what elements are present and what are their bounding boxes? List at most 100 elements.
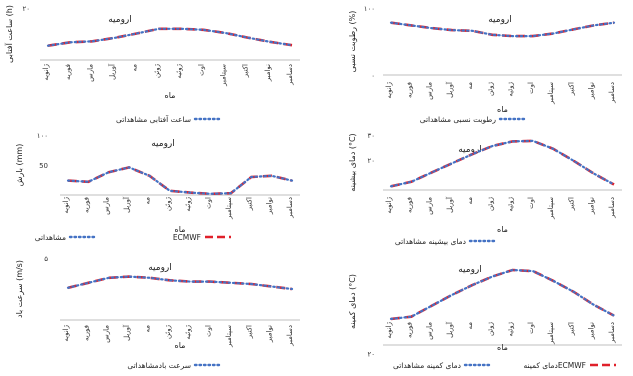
y-axis-label: دمای کمینه (°C) <box>348 274 357 329</box>
x-tick-label: اوت <box>527 197 535 209</box>
x-tick-label: سپتامبر <box>219 64 227 87</box>
y-axis-label: دمای بیشینه (°C) <box>348 133 357 191</box>
x-tick-label: مارس <box>426 322 434 340</box>
chart-panel-3: ارومیه ۳۰ ۲۰ دمای بیشینه (°C) ماه ژانویه فوریه… <box>348 132 622 246</box>
y-tick-label: ۲۰ <box>22 5 30 13</box>
x-tick-label: ژوئیه <box>184 324 192 339</box>
x-tick-label: سپتامبر <box>547 197 555 220</box>
x-tick-label: ژوئن <box>164 196 172 211</box>
x-tick-label: نوامبر <box>588 82 596 100</box>
x-tick-label: ژوئن <box>164 324 172 339</box>
x-tick-label: مه <box>466 82 474 90</box>
legend-label: دمای بیشینه مشاهداتی <box>395 237 466 246</box>
chart-title: ارومیه <box>148 263 172 273</box>
chart-panel-2: ارومیه ۲۰ ساعت آفتابی (h) ماه ژانویه فوریه مار… <box>4 5 300 124</box>
x-tick-label: مارس <box>426 197 434 215</box>
x-tick-label: ژانویه <box>62 324 70 341</box>
x-tick-label: نوامبر <box>588 322 596 340</box>
x-axis-label: ماه <box>175 341 186 350</box>
x-tick-label: مه <box>466 322 474 330</box>
y-axis-label: رطوبت نسبی (%) <box>348 11 357 73</box>
x-tick-label: ژانویه <box>385 81 393 98</box>
x-tick-label: اوت <box>197 64 205 76</box>
legend-label: رطوبت نسبی مشاهداتی <box>420 115 497 124</box>
legend-label: ECMWF <box>173 233 201 242</box>
x-axis-label: ماه <box>175 225 186 234</box>
x-tick-label: سپتامبر <box>547 82 555 105</box>
y-tick-label: ۱۰۰ <box>37 132 48 140</box>
series-line-ecmwf <box>67 275 293 291</box>
x-tick-label: مه <box>143 325 151 333</box>
legend-label: مشاهداتی <box>35 233 66 242</box>
chart-title: ارومیه <box>151 139 175 149</box>
chart-title: ارومیه <box>108 15 132 25</box>
chart-panel-1: ارومیه ۰ ۱۰۰ رطوبت نسبی (%) ماه ژانویه فوریه ما… <box>348 5 622 124</box>
x-axis-label: ماه <box>165 91 176 100</box>
y-tick-label: ۲۰ <box>367 351 375 359</box>
series-line-observed <box>389 268 616 320</box>
x-tick-label: ژوئیه <box>175 63 183 78</box>
series-line-observed <box>66 166 294 195</box>
series-line-observed <box>46 27 294 47</box>
x-axis-label: ماه <box>497 105 508 114</box>
y-tick-label: ۵ <box>44 255 48 263</box>
series-line-observed <box>66 275 294 291</box>
x-tick-label: دسامبر <box>608 197 616 219</box>
x-tick-label: نوامبر <box>588 197 596 215</box>
x-tick-label: دسامبر <box>286 197 294 219</box>
legend-label: سرعت بادمشاهداتی <box>127 361 191 370</box>
x-tick-label: دسامبر <box>286 64 294 86</box>
x-tick-label: فوریه <box>64 64 72 80</box>
x-tick-label: ژوئیه <box>184 196 192 211</box>
x-tick-label: فوریه <box>82 325 90 341</box>
y-tick-label: 50 <box>39 162 48 170</box>
x-tick-label: ژوئن <box>486 81 494 96</box>
x-tick-label: ژانویه <box>62 196 70 213</box>
x-tick-label: ژوئیه <box>507 321 515 336</box>
x-tick-label: فوریه <box>82 197 90 213</box>
series-line-ecmwf <box>67 166 293 196</box>
y-axis-label: بارش (mm) <box>15 144 24 187</box>
x-tick-label: نوامبر <box>264 64 272 82</box>
x-axis-label: ماه <box>497 225 508 234</box>
x-tick-label: سپتامبر <box>225 325 233 348</box>
x-tick-label: اوت <box>527 82 535 94</box>
chart-title: ارومیه <box>458 145 482 155</box>
x-tick-label: آوریل <box>122 324 131 341</box>
y-tick-label: ۲۰ <box>367 157 375 165</box>
x-tick-label: سپتامبر <box>225 197 233 220</box>
x-tick-label: مارس <box>86 64 94 82</box>
x-tick-label: ژوئن <box>486 321 494 336</box>
x-tick-label: مه <box>143 197 151 205</box>
x-tick-label: ژانویه <box>42 63 50 80</box>
y-tick-label: ۳۰ <box>367 132 375 140</box>
x-tick-label: آوریل <box>108 63 117 80</box>
series-line-ecmwf <box>390 268 615 321</box>
chart-panel-4: ارومیه ۱۰۰ 50 بارش (mm) ماه ژانویه فوریه مارس آو… <box>15 132 300 242</box>
x-tick-label: آوریل <box>122 196 131 213</box>
x-tick-label: سپتامبر <box>547 322 555 345</box>
chart-title: ارومیه <box>488 15 512 25</box>
series-line-observed <box>389 21 616 38</box>
x-tick-label: آوریل <box>445 196 454 213</box>
y-axis-label: سرعت باد (m/s) <box>15 260 24 318</box>
chart-panel-6: ارومیه ۵ سرعت باد (m/s) ماه ژانویه فوریه مارس آ… <box>15 255 300 370</box>
series-line-ecmwf <box>47 27 293 47</box>
x-tick-label: اوت <box>205 325 213 337</box>
x-tick-label: اوت <box>205 197 213 209</box>
legend-label: ساعت آفتابی مشاهداتی <box>116 114 191 124</box>
x-tick-label: فوریه <box>405 82 413 98</box>
x-tick-label: اوت <box>527 322 535 334</box>
x-tick-label: اکتبر <box>242 64 250 78</box>
chart-title: ارومیه <box>458 265 482 275</box>
x-tick-label: مارس <box>426 82 434 100</box>
x-tick-label: نوامبر <box>266 197 274 215</box>
x-tick-label: مارس <box>103 325 111 343</box>
legend-label: دمای کمینه مشاهداتی <box>393 361 461 370</box>
series-line-observed <box>389 139 616 188</box>
x-tick-label: ژوئن <box>153 63 161 78</box>
x-tick-label: اکتبر <box>245 197 253 211</box>
x-tick-label: نوامبر <box>266 325 274 343</box>
x-tick-label: ژوئیه <box>507 81 515 96</box>
